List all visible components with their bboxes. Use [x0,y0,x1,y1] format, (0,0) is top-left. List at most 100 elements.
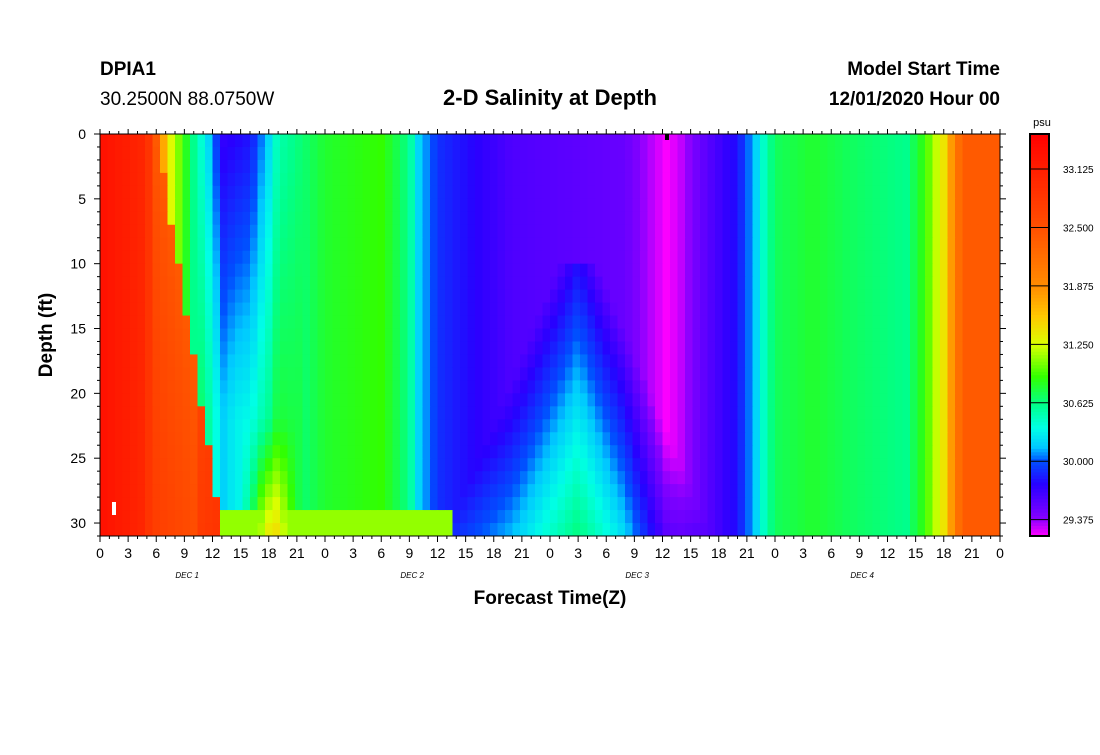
heatmap-cell [557,134,566,148]
heatmap-cell [872,393,881,407]
heatmap-cell [677,276,686,291]
heatmap-cell [955,302,964,317]
heatmap-cell [722,341,731,356]
heatmap-cell [287,419,296,433]
heatmap-cell [362,445,371,459]
heatmap-cell [100,289,109,304]
heatmap-cell [407,134,416,148]
heatmap-cell [310,263,319,278]
heatmap-cell [437,458,446,472]
heatmap-cell [805,497,814,511]
colorbar-cell [1030,509,1049,514]
heatmap-cell [122,393,131,407]
heatmap-cell [992,289,1000,304]
heatmap-cell [617,458,626,472]
heatmap-cell [377,406,386,420]
heatmap-cell [820,198,829,213]
heatmap-cell [707,510,716,524]
heatmap-cell [790,471,799,485]
heatmap-cell [692,289,701,304]
heatmap-cell [947,458,956,472]
heatmap-cell [482,302,491,317]
heatmap-cell [835,263,844,278]
heatmap-cell [917,419,926,433]
heatmap-cell [827,445,836,459]
heatmap-cell [115,380,124,394]
heatmap-cell [850,302,859,317]
heatmap-cell [212,445,221,459]
heatmap-cell [820,419,829,433]
heatmap-cell [917,237,926,252]
heatmap-cell [670,367,679,381]
heatmap-cell [152,134,161,148]
heatmap-cell [512,523,521,536]
heatmap-cell [220,484,229,498]
heatmap-cell [212,367,221,381]
heatmap-cell [917,393,926,407]
heatmap-cell [400,484,409,498]
heatmap-cell [325,315,334,330]
heatmap-cell [955,185,964,200]
heatmap-cell [257,497,266,511]
heatmap-cell [805,134,814,148]
heatmap-cell [370,237,379,252]
heatmap-cell [557,445,566,459]
heatmap-cell [970,406,979,420]
heatmap-cell [820,263,829,278]
heatmap-cell [115,341,124,356]
heatmap-cell [955,471,964,485]
colorbar-cell [1030,244,1049,249]
heatmap-cell [392,315,401,330]
heatmap-cell [392,172,401,187]
heatmap-cell [887,419,896,433]
heatmap-cell [467,341,476,356]
heatmap-cell [610,237,619,252]
heatmap-cell [145,302,154,317]
heatmap-cell [700,445,709,459]
heatmap-cell [887,497,896,511]
heatmap-cell [730,315,739,330]
heatmap-cell [685,146,694,161]
heatmap-cell [910,134,919,148]
heatmap-cell [235,523,244,536]
heatmap-cell [977,328,986,343]
heatmap-cell [407,406,416,420]
heatmap-cell [685,185,694,200]
heatmap-cell [580,484,589,498]
heatmap-cell [467,432,476,446]
heatmap-cell [730,134,739,148]
heatmap-cell [152,276,161,291]
heatmap-cell [790,341,799,356]
colorbar-cell [1030,321,1049,326]
heatmap-cell [347,250,356,265]
heatmap-cell [385,263,394,278]
heatmap-cell [197,237,206,252]
heatmap-cell [932,380,941,394]
heatmap-cell [722,289,731,304]
heatmap-cell [287,250,296,265]
heatmap-cell [790,380,799,394]
heatmap-cell [992,341,1000,356]
heatmap-cell [355,211,364,226]
heatmap-cell [977,523,986,536]
heatmap-cell [685,211,694,226]
heatmap-cell [647,276,656,291]
heatmap-cell [130,406,139,420]
heatmap-cell [790,458,799,472]
heatmap-cell [827,393,836,407]
heatmap-cell [595,198,604,213]
heatmap-cell [880,432,889,446]
heatmap-cell [430,497,439,511]
heatmap-cell [415,419,424,433]
heatmap-cell [782,302,791,317]
colorbar-cell [1030,318,1049,323]
heatmap-cell [722,393,731,407]
heatmap-cell [190,354,199,369]
heatmap-cell [197,367,206,381]
heatmap-cell [407,328,416,343]
heatmap-cell [145,367,154,381]
heatmap-cell [857,185,866,200]
heatmap-cell [962,237,971,252]
heatmap-cell [535,354,544,369]
heatmap-cell [835,393,844,407]
